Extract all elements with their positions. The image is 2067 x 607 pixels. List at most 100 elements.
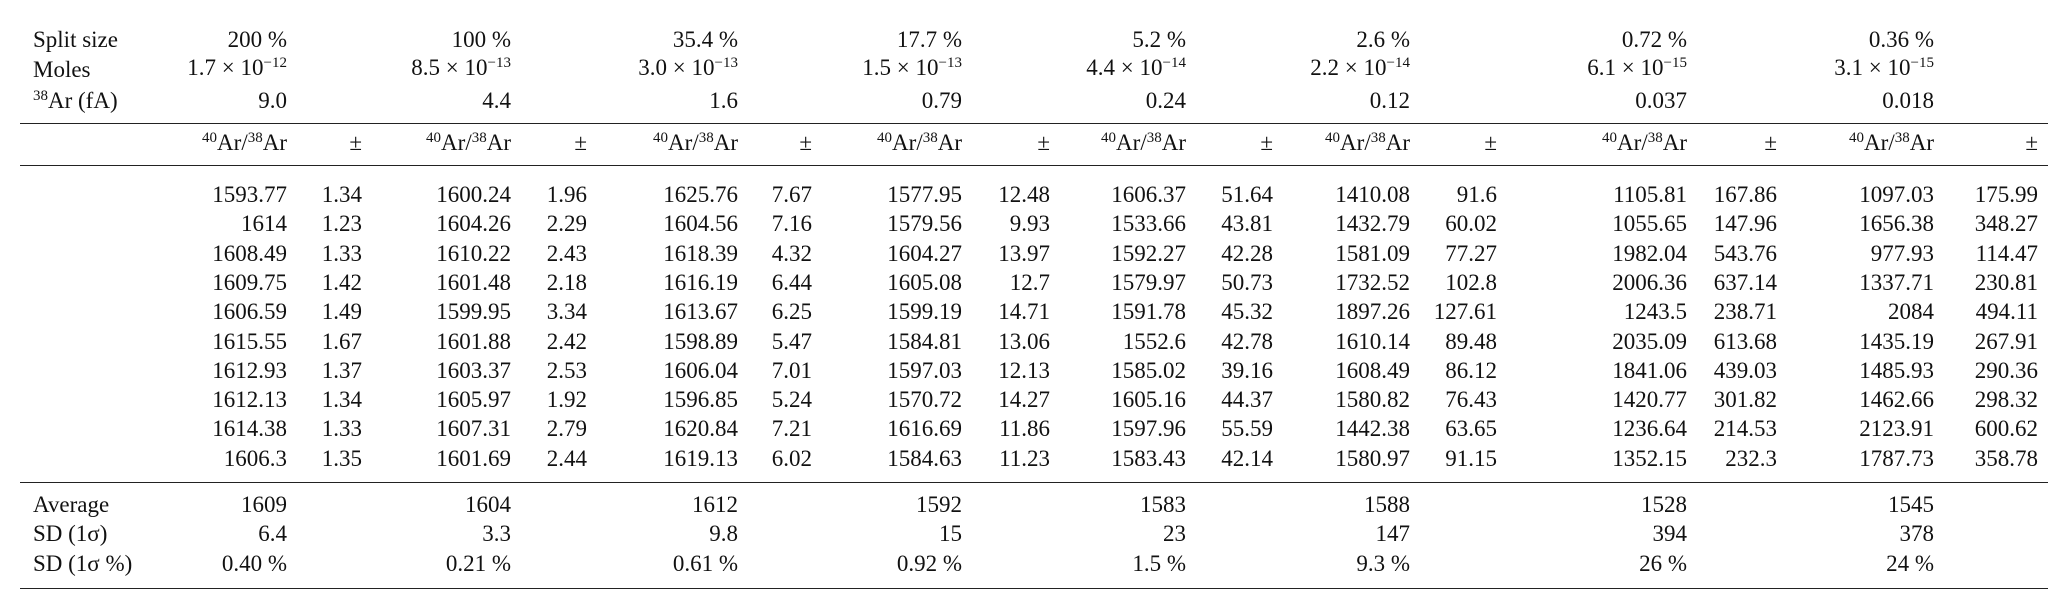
text: Ar [1161, 130, 1186, 155]
superscript: 40 [1602, 130, 1618, 146]
summary-value: 3.3 [482, 521, 511, 547]
text: 6.1 × 10 [1587, 55, 1664, 80]
uncertainty-cell: 147.96 [1713, 211, 1777, 237]
ratio-cell: 1603.37 [436, 357, 511, 383]
header-value: 5.2 % [1132, 27, 1186, 52]
text: 4.4 × 10 [1086, 55, 1163, 80]
text: 3.0 × 10 [638, 55, 715, 80]
uncertainty-cell: 5.47 [771, 328, 812, 354]
uncertainty-cell: 1.33 [321, 416, 362, 442]
row-label: SD (1σ) [33, 521, 108, 547]
text: Ar [937, 130, 962, 155]
ratio-cell: 1584.81 [887, 328, 962, 354]
ratio-cell: 1598.89 [663, 328, 738, 354]
uncertainty-cell: 114.47 [1975, 240, 2038, 266]
uncertainty-cell: 50.73 [1221, 269, 1273, 295]
superscript: 40 [202, 130, 218, 146]
ratio-cell: 1656.38 [1859, 211, 1934, 237]
uncertainty-cell: 3.34 [546, 299, 587, 325]
ratio-cell: 1581.09 [1335, 240, 1410, 266]
uncertainty-cell: 2.29 [546, 211, 587, 237]
rule [20, 123, 2048, 124]
ratio-cell: 1570.72 [887, 387, 962, 413]
ratio-cell: 1105.81 [1613, 182, 1687, 207]
ratio-cell: 1533.66 [1111, 211, 1186, 237]
column-header: 40Ar/38Ar [1101, 129, 1186, 160]
uncertainty-cell: 290.36 [1974, 357, 2038, 383]
superscript: −13 [487, 55, 511, 71]
ratio-cell: 1577.95 [887, 182, 962, 207]
ratio-cell: 1337.71 [1859, 269, 1934, 295]
uncertainty-cell: 91.15 [1445, 445, 1497, 471]
ratio-cell: 1606.3 [223, 445, 287, 471]
uncertainty-cell: 14.71 [998, 299, 1050, 325]
ratio-cell: 1841.06 [1612, 357, 1687, 383]
ratio-cell: 1616.19 [663, 269, 738, 295]
ratio-cell: 1462.66 [1859, 387, 1934, 413]
header-value: 0.037 [1635, 88, 1687, 113]
row-label: Split size [33, 27, 118, 52]
uncertainty-cell: 42.14 [1221, 445, 1273, 471]
uncertainty-cell: 2.42 [546, 328, 587, 354]
uncertainty-cell: 102.8 [1445, 269, 1497, 295]
uncertainty-cell: 14.27 [998, 387, 1050, 413]
uncertainty-cell: 1.49 [321, 299, 362, 325]
ratio-cell: 1601.69 [436, 445, 511, 471]
uncertainty-cell: 1.34 [321, 182, 362, 207]
summary-value: 0.61 % [672, 550, 738, 576]
uncertainty-cell: 42.28 [1221, 240, 1273, 266]
uncertainty-cell: 2.43 [546, 240, 587, 266]
ratio-cell: 1597.03 [887, 357, 962, 383]
ratio-cell: 1604.27 [887, 240, 962, 266]
superscript: −13 [714, 55, 738, 71]
ratio-cell: 2006.36 [1612, 269, 1687, 295]
column-header: 40Ar/38Ar [1602, 129, 1687, 160]
ratio-cell: 1593.77 [212, 182, 287, 207]
uncertainty-cell: 301.82 [1713, 387, 1777, 413]
uncertainty-cell: 51.64 [1221, 182, 1273, 207]
summary-value: 1604 [465, 492, 511, 517]
uncertainty-cell: 267.91 [1974, 328, 2038, 354]
header-value: 9.0 [258, 88, 287, 113]
ratio-cell: 1599.19 [887, 299, 962, 325]
uncertainty-cell: 2.53 [546, 357, 587, 383]
uncertainty-cell: 613.68 [1713, 328, 1777, 354]
superscript: 38 [1894, 130, 1910, 146]
summary-value: 24 % [1886, 550, 1934, 576]
uncertainty-cell: 637.14 [1713, 269, 1777, 295]
ratio-cell: 1605.16 [1111, 387, 1186, 413]
superscript: 38 [33, 88, 48, 104]
column-header: 40Ar/38Ar [653, 129, 738, 160]
uncertainty-cell: 1.92 [546, 387, 587, 413]
header-value: 100 % [451, 27, 511, 52]
ratio-cell: 1591.78 [1111, 299, 1186, 325]
ratio-cell: 1787.73 [1859, 445, 1934, 471]
summary-value: 9.8 [709, 521, 738, 547]
uncertainty-cell: 39.16 [1221, 357, 1273, 383]
uncertainty-cell: 55.59 [1221, 416, 1273, 442]
uncertainty-cell: 91.6 [1456, 182, 1497, 207]
text: Ar/ [441, 130, 472, 155]
ratio-cell: 1579.97 [1111, 269, 1186, 295]
uncertainty-cell: 13.06 [998, 328, 1050, 354]
summary-value: 378 [1899, 521, 1935, 547]
superscript: −15 [1663, 55, 1687, 71]
header-value: 8.5 × 10−13 [411, 54, 511, 85]
summary-value: 1.5 % [1132, 550, 1186, 576]
uncertainty-cell: 11.86 [999, 416, 1050, 442]
superscript: 38 [698, 130, 714, 146]
header-value: 0.72 % [1621, 27, 1687, 52]
ratio-cell: 1097.03 [1859, 182, 1934, 207]
ratio-cell: 1600.24 [436, 182, 511, 207]
uncertainty-cell: 7.67 [771, 182, 812, 207]
uncertainty-cell: 1.67 [321, 328, 362, 354]
header-value: 17.7 % [896, 27, 962, 52]
uncertainty-cell: 238.71 [1713, 299, 1777, 325]
superscript: −14 [1162, 55, 1186, 71]
uncertainty-cell: 76.43 [1445, 387, 1497, 413]
uncertainty-cell: 214.53 [1713, 416, 1777, 442]
ratio-cell: 1608.49 [1335, 357, 1410, 383]
header-value: 1.7 × 10−12 [187, 54, 287, 85]
uncertainty-cell: 7.16 [771, 211, 812, 237]
uncertainty-cell: 1.33 [321, 240, 362, 266]
